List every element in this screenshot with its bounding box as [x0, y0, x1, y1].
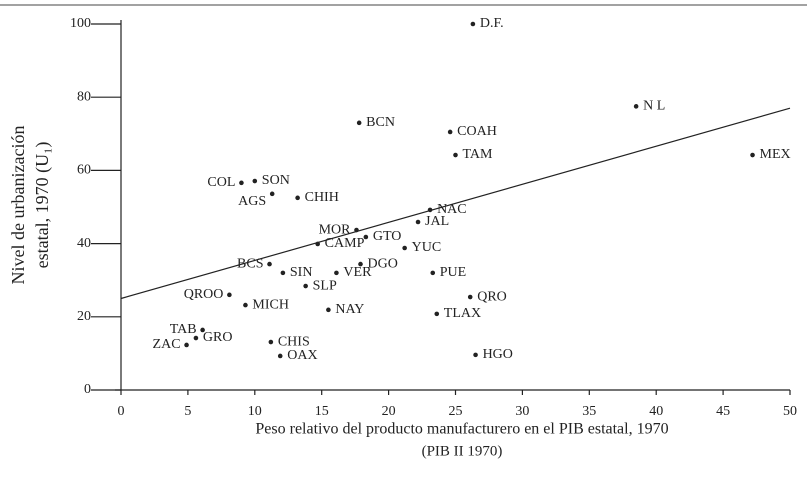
point-label: AGS: [238, 194, 266, 209]
point: [280, 270, 286, 276]
point-label: SON: [262, 173, 290, 188]
point: [470, 21, 476, 27]
x-tick-label: 15: [315, 404, 329, 419]
point-label: PUE: [440, 265, 466, 280]
point-label: SLP: [313, 278, 337, 293]
y-axis-label: Nivel de urbanización: [8, 126, 28, 285]
x-tick-label: 25: [449, 404, 463, 419]
y-tick-label: 0: [84, 382, 91, 397]
y-axis-label: estatal, 1970 (U₁): [32, 142, 53, 269]
point: [633, 104, 639, 109]
y-tick-label: 60: [77, 163, 91, 178]
point-label: YUC: [412, 240, 442, 255]
point: [267, 261, 272, 267]
point: [200, 327, 205, 333]
point-label: OAX: [287, 348, 317, 363]
x-tick-label: 50: [783, 404, 797, 419]
point-label: QRO: [477, 289, 507, 304]
point: [268, 339, 274, 345]
point: [473, 352, 478, 358]
point-label: ZAC: [153, 337, 181, 352]
point: [303, 283, 308, 289]
point-label: NAC: [437, 202, 467, 217]
point-label: COAH: [457, 124, 497, 139]
x-axis-label: Peso relativo del producto manufacturero…: [255, 421, 668, 438]
point: [269, 191, 275, 197]
x-tick-label: 30: [515, 404, 529, 419]
x-tick-label: 20: [382, 404, 396, 419]
point-label: HGO: [483, 347, 513, 362]
point: [193, 335, 199, 341]
point-label: MOR: [319, 222, 352, 237]
x-tick-label: 40: [649, 404, 663, 419]
point: [427, 207, 433, 213]
point-label: MICH: [252, 297, 289, 312]
point-label: VER: [343, 265, 372, 280]
point: [243, 302, 248, 308]
point: [252, 178, 258, 184]
y-tick-label: 100: [70, 16, 91, 31]
point: [467, 294, 473, 300]
point: [184, 342, 189, 348]
point: [295, 195, 300, 201]
point: [402, 245, 407, 251]
point-label: NAY: [335, 302, 364, 317]
x-tick-label: 45: [716, 404, 730, 419]
point-label: COL: [207, 175, 235, 190]
point: [239, 180, 244, 186]
point-label: CHIH: [305, 190, 339, 205]
point: [430, 270, 436, 276]
point-label: JAL: [425, 214, 449, 229]
y-tick-label: 20: [77, 309, 91, 324]
point-label: GRO: [203, 330, 233, 345]
point-label: N L: [643, 99, 665, 114]
point-label: BCS: [237, 256, 263, 271]
point-label: TAM: [463, 147, 494, 162]
point: [334, 270, 339, 276]
point: [750, 152, 755, 158]
point-label: TAB: [170, 322, 197, 337]
point-label: D.F.: [480, 16, 504, 31]
point: [315, 241, 320, 247]
x-tick-label: 35: [582, 404, 596, 419]
point: [434, 311, 440, 317]
x-tick-label: 5: [184, 404, 191, 419]
point: [453, 152, 458, 158]
point: [277, 353, 283, 359]
point: [356, 120, 362, 126]
y-tick-label: 40: [77, 236, 91, 251]
x-tick-label: 10: [248, 404, 262, 419]
point-label: TLAX: [444, 306, 481, 321]
point: [363, 234, 369, 240]
point: [358, 261, 363, 267]
point-label: DGO: [368, 256, 398, 271]
point-label: MEX: [760, 147, 791, 162]
point: [326, 307, 331, 313]
point: [227, 292, 232, 298]
point: [415, 219, 421, 225]
point: [354, 227, 359, 233]
point: [447, 129, 453, 135]
point-label: QROO: [184, 287, 224, 302]
point-label: CHIS: [278, 334, 310, 349]
point-label: GTO: [373, 229, 402, 244]
x-axis-label: (PIB II 1970): [422, 443, 503, 459]
point-label: BCN: [366, 115, 395, 130]
point-label: CAMP: [325, 236, 365, 251]
y-tick-label: 80: [77, 89, 91, 104]
point-label: SIN: [290, 265, 313, 280]
trend-line: [120, 107, 791, 300]
x-tick-label: 0: [118, 404, 125, 419]
